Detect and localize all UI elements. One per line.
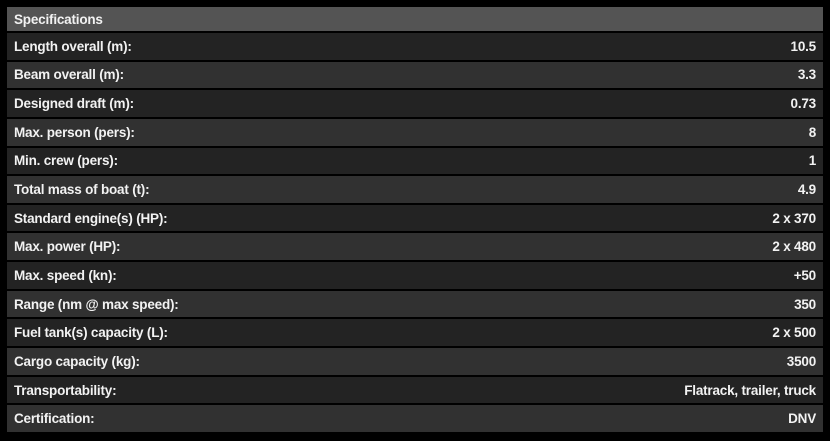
spec-label: Max. power (HP): bbox=[14, 239, 121, 255]
spec-value: +50 bbox=[793, 267, 817, 283]
spec-value: 3.3 bbox=[797, 67, 816, 83]
spec-row: Designed draft (m): 0.73 bbox=[7, 90, 823, 117]
spec-row: Max. power (HP): 2 x 480 bbox=[7, 233, 823, 261]
spec-row: Length overall (m): 10.5 bbox=[7, 33, 823, 60]
table-title: Specifications bbox=[14, 11, 103, 27]
spec-label: Max. speed (kn): bbox=[14, 267, 117, 283]
spec-label: Cargo capacity (kg): bbox=[14, 353, 140, 369]
spec-value: 3500 bbox=[786, 353, 816, 369]
spec-row: Max. person (pers): 8 bbox=[7, 118, 823, 146]
spec-row: Beam overall (m): 3.3 bbox=[7, 61, 823, 89]
spec-value: Flatrack, trailer, truck bbox=[684, 382, 816, 398]
spec-label: Range (nm @ max speed): bbox=[14, 296, 179, 312]
spec-value: 4.9 bbox=[797, 182, 816, 198]
spec-label: Max. person (pers): bbox=[14, 124, 135, 140]
spec-row: Transportability: Flatrack, trailer, truc… bbox=[7, 376, 823, 404]
spec-row: Standard engine(s) (HP): 2 x 370 bbox=[7, 204, 823, 232]
spec-label: Transportability: bbox=[14, 382, 117, 398]
spec-value: DNV bbox=[788, 411, 816, 427]
spec-label: Certification: bbox=[14, 411, 95, 427]
spec-row: Range (nm @ max speed): 350 bbox=[7, 290, 823, 318]
spec-value: 2 x 500 bbox=[772, 325, 816, 341]
spec-value: 1 bbox=[808, 153, 817, 169]
spec-row: Total mass of boat (t): 4.9 bbox=[7, 176, 823, 203]
spec-value: 2 x 480 bbox=[772, 239, 816, 255]
spec-label: Fuel tank(s) capacity (L): bbox=[14, 325, 168, 341]
spec-value: 2 x 370 bbox=[772, 210, 816, 226]
spec-row: Certification: DNV bbox=[7, 405, 823, 432]
spec-value: 8 bbox=[808, 124, 817, 140]
spec-label: Total mass of boat (t): bbox=[14, 182, 150, 198]
spec-row: Max. speed (kn): +50 bbox=[7, 262, 823, 289]
spec-label: Designed draft (m): bbox=[14, 96, 134, 112]
spec-label: Length overall (m): bbox=[14, 38, 132, 54]
spec-label: Standard engine(s) (HP): bbox=[14, 210, 168, 226]
spec-value: 10.5 bbox=[790, 38, 817, 54]
spec-row: Cargo capacity (kg): 3500 bbox=[7, 348, 823, 375]
spec-row: Min. crew (pers): 1 bbox=[7, 147, 823, 175]
spec-label: Min. crew (pers): bbox=[14, 153, 118, 169]
table-header-row: Specifications bbox=[7, 7, 823, 31]
spec-label: Beam overall (m): bbox=[14, 67, 124, 83]
spec-value: 350 bbox=[794, 296, 816, 312]
spec-row: Fuel tank(s) capacity (L): 2 x 500 bbox=[7, 319, 823, 347]
spec-value: 0.73 bbox=[790, 96, 817, 112]
